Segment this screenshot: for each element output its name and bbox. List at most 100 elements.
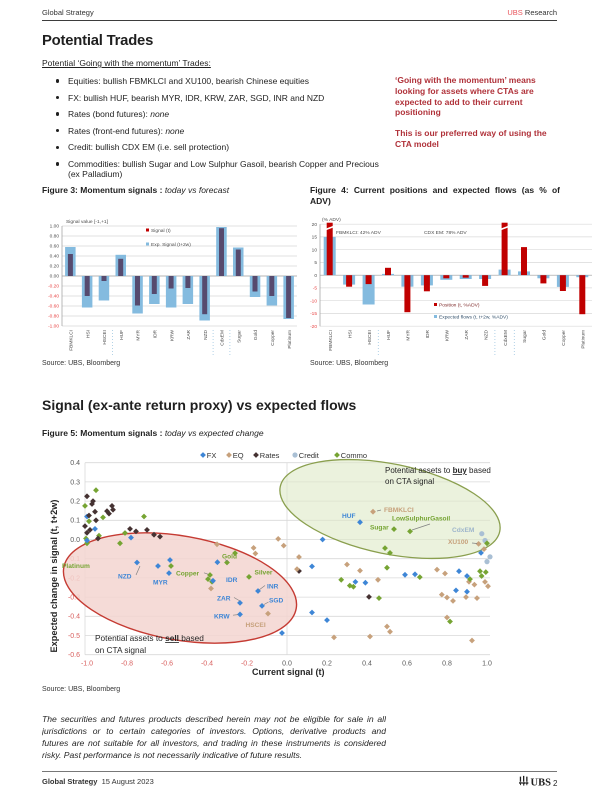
- svg-text:-0.6: -0.6: [161, 661, 173, 668]
- svg-text:-0.2: -0.2: [241, 661, 253, 668]
- svg-text:0.60: 0.60: [50, 244, 60, 250]
- svg-text:SGD: SGD: [269, 598, 284, 605]
- svg-text:0.1: 0.1: [70, 518, 80, 525]
- svg-text:LowSulphurGasoil: LowSulphurGasoil: [392, 516, 450, 523]
- svg-text:0.4: 0.4: [362, 661, 372, 668]
- svg-text:Sugar: Sugar: [370, 525, 389, 532]
- svg-text:Signal (t): Signal (t): [151, 228, 171, 234]
- svg-text:IDR: IDR: [153, 329, 159, 338]
- svg-text:NZD: NZD: [483, 329, 489, 339]
- svg-text:0: 0: [314, 273, 317, 279]
- svg-text:1.00: 1.00: [50, 224, 60, 230]
- svg-text:10: 10: [312, 247, 318, 253]
- svg-text:0.8: 0.8: [442, 661, 452, 668]
- svg-text:CDX EM: 78% ADV: CDX EM: 78% ADV: [424, 230, 467, 236]
- svg-text:Gold: Gold: [222, 554, 237, 561]
- svg-text:-20: -20: [310, 324, 317, 330]
- svg-text:HUF: HUF: [386, 330, 392, 340]
- svg-text:Expected change in signal (t,: Expected change in signal (t, t+2w): [49, 500, 59, 653]
- svg-text:Position (t, %ADV): Position (t, %ADV): [439, 302, 480, 308]
- svg-text:HSI: HSI: [347, 330, 353, 338]
- svg-text:ZAR: ZAR: [464, 329, 470, 339]
- svg-text:ZAR: ZAR: [217, 596, 231, 603]
- svg-text:Exp. Signal (t+2w): Exp. Signal (t+2w): [151, 242, 191, 248]
- svg-text:Potential assets to sell based: Potential assets to sell based: [95, 633, 204, 643]
- svg-text:MYR: MYR: [406, 329, 412, 340]
- svg-text:0.40: 0.40: [50, 254, 60, 260]
- svg-text:-0.40: -0.40: [48, 294, 59, 300]
- svg-text:-0.5: -0.5: [68, 633, 80, 640]
- svg-text:EQ: EQ: [233, 451, 244, 460]
- svg-text:0.3: 0.3: [70, 479, 80, 486]
- svg-text:HSCEI: HSCEI: [246, 622, 266, 629]
- svg-text:XU100: XU100: [448, 539, 468, 546]
- svg-text:Sugar: Sugar: [522, 330, 528, 343]
- svg-text:0.2: 0.2: [70, 499, 80, 506]
- svg-text:KRW: KRW: [214, 614, 230, 621]
- svg-text:FBMKLCI: FBMKLCI: [69, 330, 75, 351]
- svg-text:HUF: HUF: [119, 330, 125, 340]
- svg-text:-0.60: -0.60: [48, 304, 59, 310]
- svg-text:5: 5: [314, 260, 317, 266]
- svg-text:-0.8: -0.8: [121, 661, 133, 668]
- svg-text:FBMKLCI: 42% ADV: FBMKLCI: 42% ADV: [336, 230, 382, 236]
- svg-text:CdxEM: CdxEM: [452, 527, 475, 534]
- svg-text:Gold: Gold: [542, 330, 548, 340]
- svg-text:-10: -10: [310, 298, 317, 304]
- svg-text:HSI: HSI: [85, 330, 91, 338]
- svg-text:FBMKLCI: FBMKLCI: [384, 507, 414, 514]
- svg-text:MYR: MYR: [136, 329, 142, 340]
- svg-text:(% ADV): (% ADV): [322, 217, 341, 223]
- svg-text:INR: INR: [267, 584, 279, 591]
- svg-text:-5: -5: [313, 286, 318, 292]
- svg-text:FBMKLCI: FBMKLCI: [328, 330, 334, 351]
- svg-text:Rates: Rates: [260, 451, 280, 460]
- svg-text:Expected flows (t, t+2w, %ADV): Expected flows (t, t+2w, %ADV): [439, 314, 508, 320]
- svg-text:Copper: Copper: [561, 330, 567, 346]
- svg-text:0.20: 0.20: [50, 264, 60, 270]
- svg-text:MYR: MYR: [153, 580, 168, 587]
- svg-text:-0.4: -0.4: [68, 614, 80, 621]
- svg-text:0.6: 0.6: [402, 661, 412, 668]
- svg-text:-0.3: -0.3: [68, 595, 80, 602]
- svg-text:CdxEM: CdxEM: [503, 330, 509, 346]
- svg-text:Current signal (t): Current signal (t): [252, 667, 325, 677]
- svg-text:0.00: 0.00: [50, 274, 60, 280]
- svg-text:Sugar: Sugar: [236, 330, 242, 343]
- svg-text:ZAR: ZAR: [186, 329, 192, 339]
- svg-text:Platinum: Platinum: [581, 330, 587, 349]
- svg-text:-0.20: -0.20: [48, 284, 59, 290]
- svg-text:Signal value [-1,+1]: Signal value [-1,+1]: [66, 219, 109, 225]
- svg-text:-0.6: -0.6: [68, 652, 80, 659]
- svg-text:Commo: Commo: [341, 451, 367, 460]
- svg-text:CdxEM: CdxEM: [220, 330, 226, 346]
- svg-text:Silver: Silver: [255, 570, 273, 577]
- svg-text:Potential assets to buy based: Potential assets to buy based: [385, 466, 491, 475]
- svg-text:FX: FX: [207, 451, 217, 460]
- svg-text:Copper: Copper: [270, 330, 276, 346]
- svg-text:-0.80: -0.80: [48, 314, 59, 320]
- svg-text:Credit: Credit: [299, 451, 320, 460]
- svg-text:Copper: Copper: [176, 571, 200, 578]
- svg-text:0.0: 0.0: [70, 537, 80, 544]
- svg-text:NZD: NZD: [203, 329, 209, 339]
- svg-text:on CTA signal: on CTA signal: [385, 477, 434, 486]
- svg-text:20: 20: [312, 222, 318, 228]
- svg-text:HSCEI: HSCEI: [102, 330, 108, 345]
- svg-text:-0.4: -0.4: [201, 661, 213, 668]
- svg-text:-1.0: -1.0: [81, 661, 93, 668]
- svg-text:NZD: NZD: [118, 574, 132, 581]
- svg-text:IDR: IDR: [226, 577, 238, 584]
- svg-text:0.4: 0.4: [70, 460, 80, 467]
- svg-text:-1.00: -1.00: [48, 324, 59, 330]
- svg-text:15: 15: [312, 235, 318, 241]
- svg-text:Platinum: Platinum: [287, 330, 293, 349]
- svg-text:0.2: 0.2: [322, 661, 332, 668]
- svg-text:HSCEI: HSCEI: [367, 330, 373, 345]
- svg-text:KRW: KRW: [445, 330, 451, 342]
- svg-text:UBS: UBS: [531, 778, 552, 789]
- svg-text:KRW: KRW: [169, 330, 175, 342]
- svg-text:on CTA signal: on CTA signal: [95, 645, 146, 655]
- svg-text:HUF: HUF: [342, 513, 356, 520]
- svg-text:Gold: Gold: [253, 330, 259, 340]
